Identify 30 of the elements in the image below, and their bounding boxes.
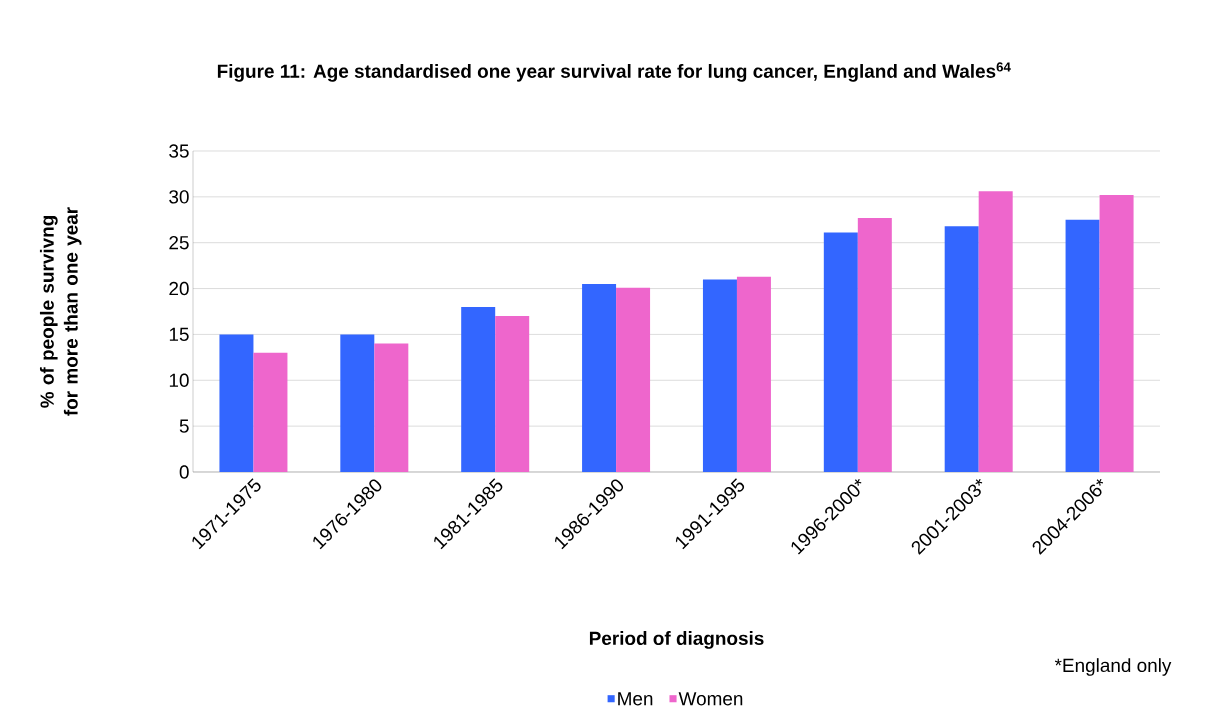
bar	[702, 279, 737, 472]
y-tick-label: 15	[169, 327, 189, 342]
text: *England only	[1054, 658, 1172, 676]
bar	[823, 232, 858, 472]
y-tick-label: 30	[169, 190, 189, 204]
y-tick-label: 0	[179, 465, 189, 479]
bar	[1065, 219, 1100, 472]
bar	[582, 283, 617, 472]
bar	[857, 217, 892, 472]
legend-label: Women	[678, 692, 743, 706]
y-tick-label: 10	[169, 373, 189, 387]
bar	[1099, 195, 1134, 472]
bar	[616, 287, 651, 472]
y-axis-title: % of people survivng for more than one year	[39, 207, 82, 416]
bar	[340, 334, 375, 472]
bar	[944, 226, 979, 472]
bar	[978, 191, 1013, 472]
bar	[461, 306, 496, 472]
bar	[736, 276, 771, 472]
y-tick-label: 25	[169, 236, 189, 250]
y-tick-label: 20	[169, 281, 189, 296]
bar	[219, 334, 254, 472]
y-tick-label: 5	[179, 419, 189, 433]
bar	[374, 343, 409, 472]
bar	[495, 316, 530, 472]
x-axis-title: Period of diagnosis	[589, 631, 764, 649]
bar	[253, 352, 288, 472]
legend-label: Men	[618, 692, 653, 706]
y-tick-label: 35	[169, 144, 189, 158]
chart-title: Figure 11: Age standardised one year survival rate for lung cancer, England and Wales$^{64}$	[217, 62, 1011, 82]
